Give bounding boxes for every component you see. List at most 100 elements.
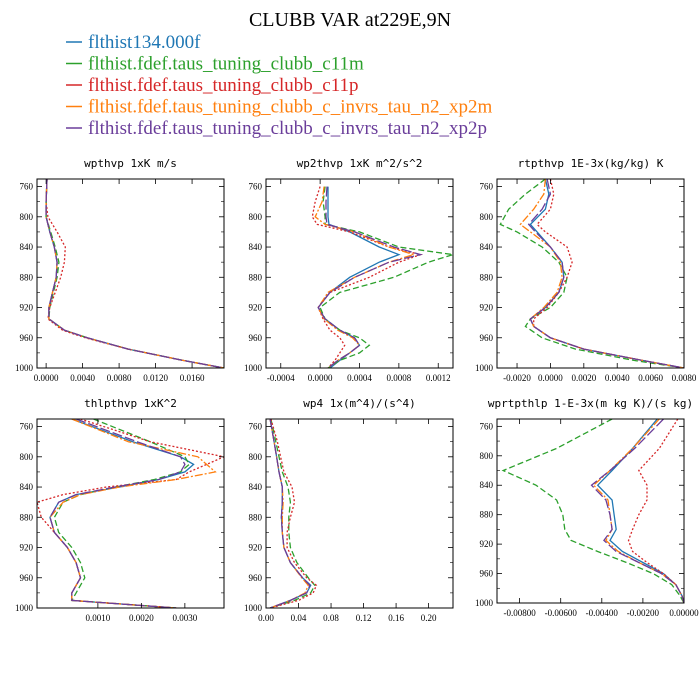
x-tick-label: 0.0080 — [107, 373, 132, 383]
y-tick-label: 760 — [480, 421, 494, 431]
panel-title: wprtpthlp 1-E-3x(m kg K)/(s kg) — [488, 397, 693, 410]
y-tick-label: 880 — [20, 272, 34, 282]
series-line — [269, 419, 311, 608]
x-tick-label: 0.04 — [291, 613, 307, 623]
figure-title: CLUBB VAR at229E,9N — [249, 9, 451, 31]
panel-title: wpthvp 1xK m/s — [84, 157, 177, 170]
x-tick-label: 0.0040 — [605, 373, 630, 383]
y-tick-label: 1000 — [475, 598, 494, 608]
y-tick-label: 840 — [249, 242, 263, 252]
x-tick-label: -0.0020 — [503, 373, 531, 383]
x-tick-label: 0.08 — [323, 613, 339, 623]
x-tick-label: 0.0020 — [129, 613, 154, 623]
y-tick-label: 920 — [20, 543, 34, 553]
series-line — [590, 419, 684, 603]
x-tick-label: 0.0030 — [172, 613, 197, 623]
x-tick-label: -0.00600 — [545, 608, 578, 618]
series-line — [45, 179, 224, 368]
series-line — [45, 179, 224, 368]
y-tick-label: 880 — [480, 272, 494, 282]
y-tick-label: 1000 — [15, 363, 34, 373]
series-line — [269, 419, 318, 608]
series-line — [49, 419, 217, 608]
legend-label: flthist.fdef.taus_tuning_clubb_c_invrs_t… — [88, 118, 487, 139]
series-line — [527, 179, 684, 368]
x-tick-label: -0.00200 — [627, 608, 660, 618]
panel: thlpthvp 1xK^2 760 800 840 880 920 960 1000 0.00… — [15, 397, 225, 623]
y-tick-label: 960 — [249, 573, 263, 583]
y-tick-label: 840 — [20, 242, 34, 252]
series-line — [592, 419, 684, 603]
series-line — [519, 179, 684, 368]
series-line — [49, 419, 195, 608]
y-tick-label: 840 — [249, 482, 263, 492]
panel: rtpthvp 1E-3x(kg/kg) K 760 800 840 880 920 960… — [475, 157, 697, 383]
y-tick-label: 800 — [480, 451, 494, 461]
x-tick-label: 0.0008 — [386, 373, 411, 383]
series-group — [501, 419, 684, 603]
series-line — [269, 419, 316, 608]
y-tick-label: 880 — [249, 272, 263, 282]
series-line — [627, 419, 684, 603]
y-tick-label: 800 — [20, 212, 34, 222]
y-tick-label: 760 — [249, 182, 263, 192]
legend-label: flthist.fdef.taus_tuning_clubb_c_invrs_t… — [88, 97, 492, 118]
x-tick-label: 0.20 — [421, 613, 437, 623]
y-tick-label: 880 — [480, 510, 494, 520]
y-tick-label: 920 — [249, 303, 263, 313]
series-line — [49, 419, 186, 608]
y-tick-label: 920 — [20, 303, 34, 313]
panel: wp2thvp 1xK m^2/s^2 760 800 840 880 920 960 100… — [244, 157, 454, 383]
panel: wprtpthlp 1-E-3x(m kg K)/(s kg) 760 800 840… — [475, 397, 699, 618]
series-line — [499, 179, 684, 368]
y-tick-label: 800 — [480, 212, 494, 222]
x-tick-label: 0.0120 — [143, 373, 168, 383]
x-tick-label: 0.12 — [356, 613, 372, 623]
x-tick-label: 0.0040 — [70, 373, 95, 383]
legend-item: flthist.fdef.taus_tuning_clubb_c11m — [66, 54, 364, 75]
x-tick-label: -0.00800 — [503, 608, 536, 618]
series-line — [45, 179, 224, 368]
y-tick-label: 920 — [480, 539, 494, 549]
x-tick-label: 0.0000 — [34, 373, 59, 383]
x-tick-label: 0.0000 — [308, 373, 333, 383]
x-tick-label: 0.0080 — [672, 373, 697, 383]
x-tick-label: -0.00400 — [586, 608, 619, 618]
series-group — [269, 419, 318, 608]
plot-frame — [36, 178, 225, 369]
plot-frame — [496, 418, 685, 604]
panel-title: rtpthvp 1E-3x(kg/kg) K — [518, 157, 664, 170]
plot-frame — [265, 418, 454, 609]
legend-item: flthist.fdef.taus_tuning_clubb_c_invrs_t… — [66, 97, 492, 118]
x-tick-label: 0.0060 — [638, 373, 663, 383]
panel: wpthvp 1xK m/s76080084088092096010000.00… — [15, 157, 225, 383]
y-tick-label: 960 — [249, 333, 263, 343]
series-line — [311, 186, 423, 368]
y-tick-label: 960 — [20, 573, 34, 583]
series-line — [37, 419, 224, 608]
series-line — [53, 419, 191, 608]
y-tick-label: 760 — [249, 422, 263, 432]
y-tick-label: 1000 — [244, 363, 263, 373]
series-line — [501, 419, 684, 603]
x-tick-label: 0.0000 — [538, 373, 563, 383]
series-line — [45, 179, 224, 368]
x-tick-label: -0.0004 — [267, 373, 295, 383]
y-tick-label: 960 — [480, 333, 494, 343]
series-line — [529, 179, 684, 368]
series-line — [317, 186, 424, 368]
series-group — [45, 179, 224, 368]
y-tick-label: 800 — [20, 452, 34, 462]
x-tick-label: 0.00 — [258, 613, 274, 623]
legend-label: flthist.fdef.taus_tuning_clubb_c11m — [88, 54, 364, 75]
panels: wpthvp 1xK m/s76080084088092096010000.00… — [15, 157, 699, 623]
plot-frame — [496, 178, 685, 369]
series-group — [499, 179, 684, 368]
legend-label: flthist134.000f — [88, 32, 201, 53]
x-tick-label: 0.16 — [388, 613, 404, 623]
x-tick-label: 0.0020 — [571, 373, 596, 383]
x-tick-label: 0.0010 — [86, 613, 111, 623]
y-tick-label: 760 — [20, 182, 34, 192]
y-tick-label: 760 — [20, 422, 34, 432]
